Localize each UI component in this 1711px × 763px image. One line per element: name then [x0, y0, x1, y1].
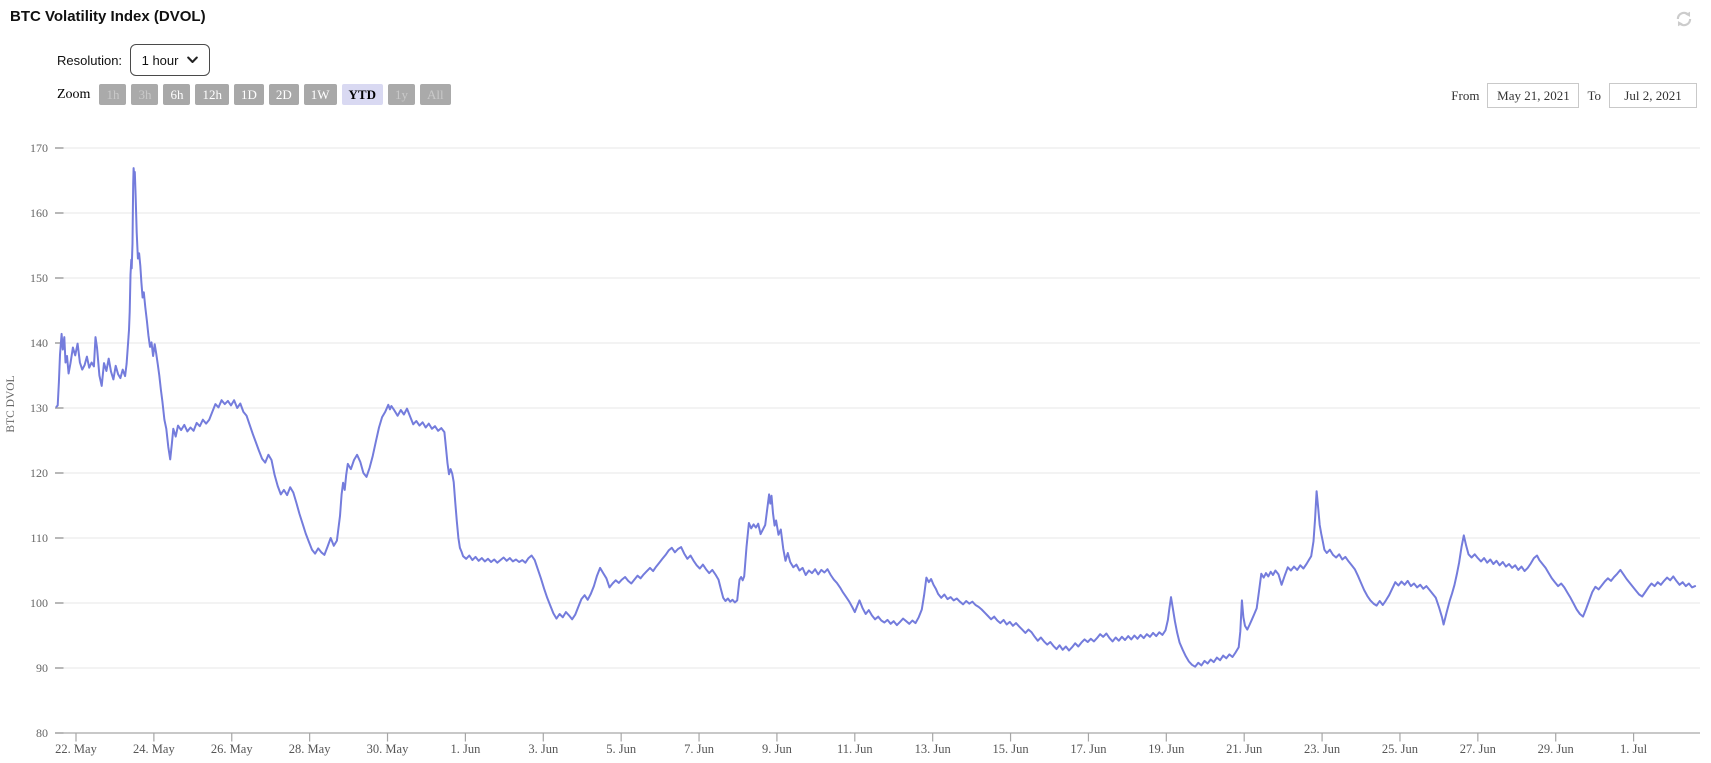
y-tick-label: 140	[30, 336, 48, 350]
y-tick-label: 130	[30, 401, 48, 415]
y-tick-label: 90	[36, 661, 48, 675]
x-tick-label: 1. Jul	[1620, 742, 1648, 756]
y-tick-label: 120	[30, 466, 48, 480]
y-tick-label: 110	[30, 531, 48, 545]
from-label: From	[1451, 87, 1480, 103]
resolution-select[interactable]: 1 hour	[130, 44, 211, 76]
zoom-button-1d[interactable]: 1D	[233, 83, 264, 105]
zoom-button-2d[interactable]: 2D	[268, 83, 299, 105]
x-tick-label: 26. May	[211, 742, 253, 756]
y-tick-label: 100	[30, 596, 48, 610]
zoom-button-1h: 1h	[99, 83, 127, 105]
x-tick-label: 23. Jun	[1304, 742, 1341, 756]
from-date-input[interactable]	[1487, 83, 1580, 108]
zoom-button-1w[interactable]: 1W	[303, 83, 337, 105]
x-tick-label: 30. May	[367, 742, 409, 756]
x-tick-label: 5. Jun	[606, 742, 637, 756]
zoom-button-3h: 3h	[131, 83, 159, 105]
x-tick-label: 3. Jun	[528, 742, 559, 756]
x-tick-label: 22. May	[55, 742, 97, 756]
y-tick-label: 170	[30, 141, 48, 155]
x-tick-label: 17. Jun	[1070, 742, 1107, 756]
y-tick-label: 150	[30, 271, 48, 285]
refresh-icon[interactable]	[1675, 10, 1693, 33]
x-tick-label: 9. Jun	[762, 742, 793, 756]
zoom-button-1y: 1y	[387, 83, 415, 105]
resolution-row: Resolution: 1 hour	[57, 44, 211, 76]
x-tick-label: 13. Jun	[915, 742, 952, 756]
to-date-input[interactable]	[1609, 83, 1697, 108]
x-tick-label: 11. Jun	[837, 742, 873, 756]
x-tick-label: 1. Jun	[450, 742, 481, 756]
zoom-button-all: All	[419, 83, 451, 105]
x-tick-label: 25. Jun	[1382, 742, 1419, 756]
chevron-down-icon	[187, 56, 199, 64]
x-tick-label: 27. Jun	[1460, 742, 1497, 756]
zoom-button-ytd[interactable]: YTD	[341, 83, 383, 105]
x-tick-label: 7. Jun	[684, 742, 715, 756]
to-label: To	[1587, 87, 1601, 103]
page-title: BTC Volatility Index (DVOL)	[10, 8, 206, 25]
zoom-button-6h[interactable]: 6h	[163, 83, 191, 105]
x-tick-label: 28. May	[289, 742, 331, 756]
x-tick-label: 29. Jun	[1538, 742, 1575, 756]
y-tick-label: 80	[36, 726, 48, 740]
resolution-label: Resolution:	[57, 52, 123, 68]
resolution-value: 1 hour	[141, 52, 179, 68]
date-range-controls: From To	[1451, 83, 1697, 108]
x-tick-label: 21. Jun	[1226, 742, 1263, 756]
zoom-label: Zoom	[57, 86, 91, 102]
y-axis-title: BTC DVOL	[5, 375, 17, 432]
dvol-series-line	[55, 167, 1697, 668]
x-tick-label: 24. May	[133, 742, 175, 756]
zoom-toolbar: Zoom 1h 3h 6h 12h 1D 2D 1W YTD 1y All	[57, 83, 456, 105]
x-tick-label: 15. Jun	[992, 742, 1029, 756]
zoom-buttons-group: 1h 3h 6h 12h 1D 2D 1W YTD 1y All	[99, 83, 455, 105]
x-tick-label: 19. Jun	[1148, 742, 1185, 756]
y-tick-label: 160	[30, 206, 48, 220]
zoom-button-12h[interactable]: 12h	[195, 83, 229, 105]
